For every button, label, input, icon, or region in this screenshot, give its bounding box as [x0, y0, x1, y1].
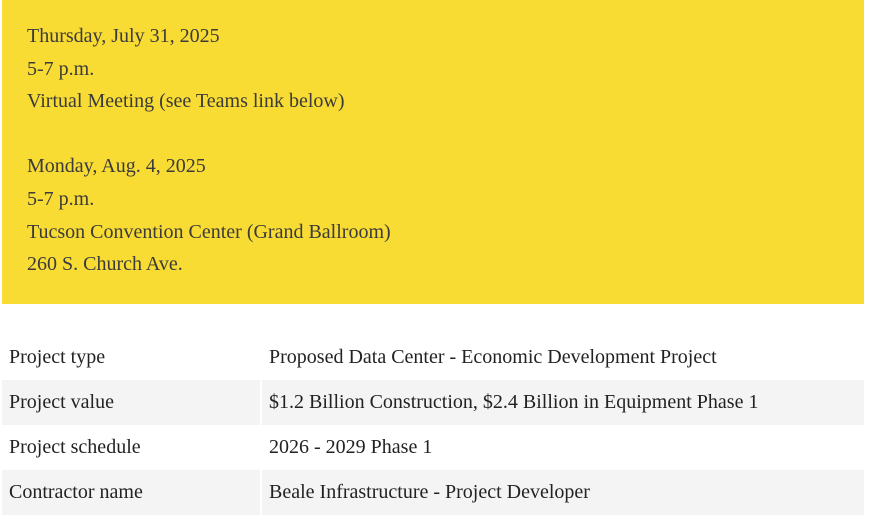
- project-schedule-value: 2026 - 2029 Phase 1: [260, 425, 864, 470]
- contractor-name-label: Contractor name: [2, 470, 261, 515]
- meeting-notice-box: Thursday, July 31, 2025 5-7 p.m. Virtual…: [2, 0, 864, 304]
- table-row: Project schedule 2026 - 2029 Phase 1: [2, 425, 864, 470]
- table-row: Project value $1.2 Billion Construction,…: [2, 380, 864, 425]
- table-row: Contractor name Beale Infrastructure - P…: [2, 470, 864, 515]
- meeting-date: Monday, Aug. 4, 2025: [27, 155, 206, 178]
- project-type-label: Project type: [9, 346, 106, 368]
- meeting-virtual: Thursday, July 31, 2025 5-7 p.m. Virtual…: [27, 20, 864, 118]
- project-details-table: Project type Proposed Data Center - Econ…: [2, 335, 864, 515]
- project-value-value: $1.2 Billion Construction, $2.4 Billion …: [260, 380, 864, 425]
- meeting-time: 5-7 p.m.: [27, 57, 95, 80]
- project-type-value: Proposed Data Center - Economic Developm…: [260, 335, 864, 380]
- meeting-in-person: Monday, Aug. 4, 2025 5-7 p.m. Tucson Con…: [27, 150, 864, 281]
- meeting-location: Tucson Convention Center (Grand Ballroom…: [27, 220, 391, 243]
- project-schedule-label: Project schedule: [9, 436, 141, 458]
- meeting-address: 260 S. Church Ave.: [27, 253, 183, 276]
- table-row: Project type Proposed Data Center - Econ…: [2, 335, 864, 380]
- meeting-time: 5-7 p.m.: [27, 187, 95, 210]
- contractor-name-value: Beale Infrastructure - Project Developer: [260, 470, 864, 515]
- project-value-label: Project value: [2, 380, 261, 425]
- meeting-date: Thursday, July 31, 2025: [27, 25, 220, 47]
- meeting-location: Virtual Meeting (see Teams link below): [27, 90, 345, 113]
